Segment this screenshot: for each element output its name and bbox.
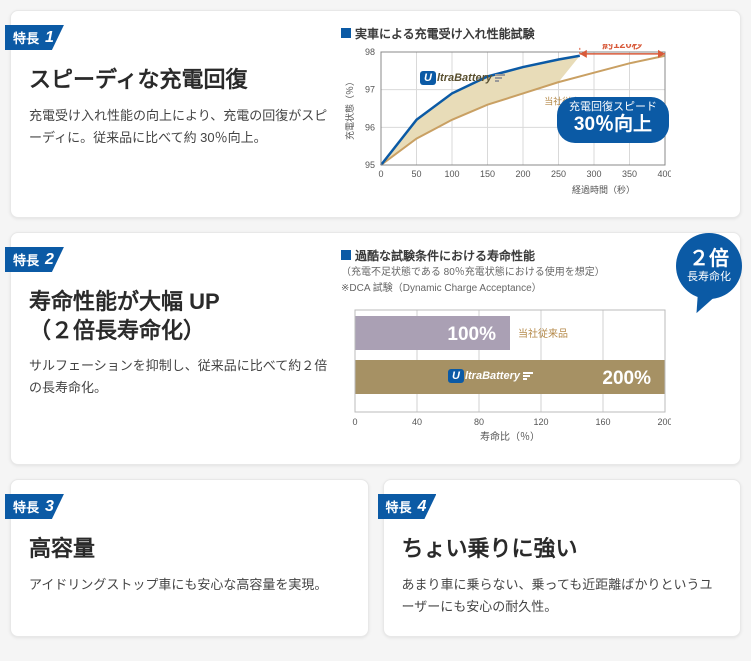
ultrabattery-logo: UltraBattery xyxy=(448,369,533,383)
svg-text:寿命比（％）: 寿命比（％） xyxy=(480,430,540,443)
svg-text:350: 350 xyxy=(622,169,637,179)
feature-title: 寿命性能が大幅 UP（２倍長寿命化） xyxy=(29,288,329,345)
feature-title: スピーディな充電回復 xyxy=(29,66,329,95)
svg-text:0: 0 xyxy=(352,417,357,427)
svg-text:120: 120 xyxy=(533,417,548,427)
bar-chart: 0 40 80 120 160 200 100% 当社従来品 200% 寿命比（％） UltraBa… xyxy=(341,306,671,446)
tag-label: 特長 xyxy=(13,28,39,47)
svg-text:80: 80 xyxy=(474,417,484,427)
feature-title: 高容量 xyxy=(29,535,350,564)
line-chart: 95 96 97 98 0 50 100 150 200 250 300 350 400 約120秒充電状… xyxy=(341,44,671,199)
tag-number: 3 xyxy=(45,498,54,516)
svg-text:200: 200 xyxy=(515,169,530,179)
tag-label: 特長 xyxy=(386,497,412,516)
tag-label: 特長 xyxy=(13,250,39,269)
svg-text:400: 400 xyxy=(657,169,671,179)
tag-label: 特長 xyxy=(13,497,39,516)
feature-title: ちょい乗りに強い xyxy=(402,535,723,564)
svg-text:約120秒: 約120秒 xyxy=(602,44,642,51)
svg-text:300: 300 xyxy=(586,169,601,179)
svg-text:95: 95 xyxy=(365,160,375,170)
svg-text:200%: 200% xyxy=(602,368,651,389)
svg-text:100: 100 xyxy=(444,169,459,179)
svg-text:経過時間（秒）: 経過時間（秒） xyxy=(572,184,635,195)
svg-text:150: 150 xyxy=(480,169,495,179)
svg-text:200: 200 xyxy=(657,417,671,427)
svg-text:50: 50 xyxy=(411,169,421,179)
feature-card-2: ２倍 長寿命化 特長 2 寿命性能が大幅 UP（２倍長寿命化） サルフェーション… xyxy=(10,232,741,465)
svg-text:40: 40 xyxy=(412,417,422,427)
feature-tag: 特長 4 xyxy=(378,494,437,519)
tag-number: 4 xyxy=(418,498,427,516)
tag-number: 1 xyxy=(45,29,54,47)
svg-text:98: 98 xyxy=(365,47,375,57)
badge-circle: ２倍 長寿命化 xyxy=(676,233,742,299)
svg-text:当社従来品: 当社従来品 xyxy=(518,327,568,340)
feature-card-3: 特長 3 高容量 アイドリングストップ車にも安心な高容量を実現。 xyxy=(10,479,369,637)
svg-text:250: 250 xyxy=(551,169,566,179)
svg-text:0: 0 xyxy=(378,169,383,179)
feature-desc: サルフェーションを抑制し、従来品に比べて約２倍の長寿命化。 xyxy=(29,355,329,399)
feature-desc: アイドリングストップ車にも安心な高容量を実現。 xyxy=(29,574,350,596)
badge-l2: 長寿命化 xyxy=(687,271,731,284)
feature-desc: あまり車に乗らない、乗っても近距離ばかりというユーザーにも安心の耐久性。 xyxy=(402,574,723,618)
chart2-title: 過酷な試験条件における寿命性能 xyxy=(341,247,722,264)
chart1-title: 実車による充電受け入れ性能試験 xyxy=(341,25,722,42)
feature-tag: 特長 2 xyxy=(5,247,64,272)
feature-card-1: 特長 1 スピーディな充電回復 充電受け入れ性能の向上により、充電の回復がスピー… xyxy=(10,10,741,218)
chart2-subtitle: （充電不足状態である 80％充電状態における使用を想定） xyxy=(341,266,722,280)
feature-tag: 特長 1 xyxy=(5,25,64,50)
svg-text:97: 97 xyxy=(365,85,375,95)
feature-tag: 特長 3 xyxy=(5,494,64,519)
svg-text:充電状態（％）: 充電状態（％） xyxy=(344,77,355,140)
chart1-callout: 充電回復スピード30％向上 xyxy=(557,97,669,143)
feature-desc: 充電受け入れ性能の向上により、充電の回復がスピーディに。従来品に比べて約 30％… xyxy=(29,105,329,149)
badge-l1: ２倍 xyxy=(689,248,729,271)
tag-number: 2 xyxy=(45,251,54,269)
svg-text:100%: 100% xyxy=(447,324,496,345)
svg-text:160: 160 xyxy=(595,417,610,427)
svg-text:96: 96 xyxy=(365,122,375,132)
ultrabattery-logo: UltraBattery xyxy=(420,71,505,85)
feature-card-4: 特長 4 ちょい乗りに強い あまり車に乗らない、乗っても近距離ばかりというユーザ… xyxy=(383,479,742,637)
chart2-note: ※DCA 試験（Dynamic Charge Acceptance） xyxy=(341,282,722,296)
